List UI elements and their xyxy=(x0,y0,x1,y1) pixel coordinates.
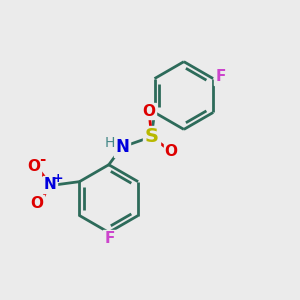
Text: O: O xyxy=(142,103,156,118)
Text: F: F xyxy=(104,231,115,246)
Text: N: N xyxy=(115,138,129,156)
Text: +: + xyxy=(53,172,64,184)
Text: H: H xyxy=(105,136,116,150)
Text: O: O xyxy=(30,196,43,211)
Text: F: F xyxy=(215,69,226,84)
Text: O: O xyxy=(27,159,40,174)
Text: N: N xyxy=(44,177,56,192)
Text: O: O xyxy=(165,144,178,159)
Text: -: - xyxy=(39,152,45,167)
Text: S: S xyxy=(145,127,158,146)
